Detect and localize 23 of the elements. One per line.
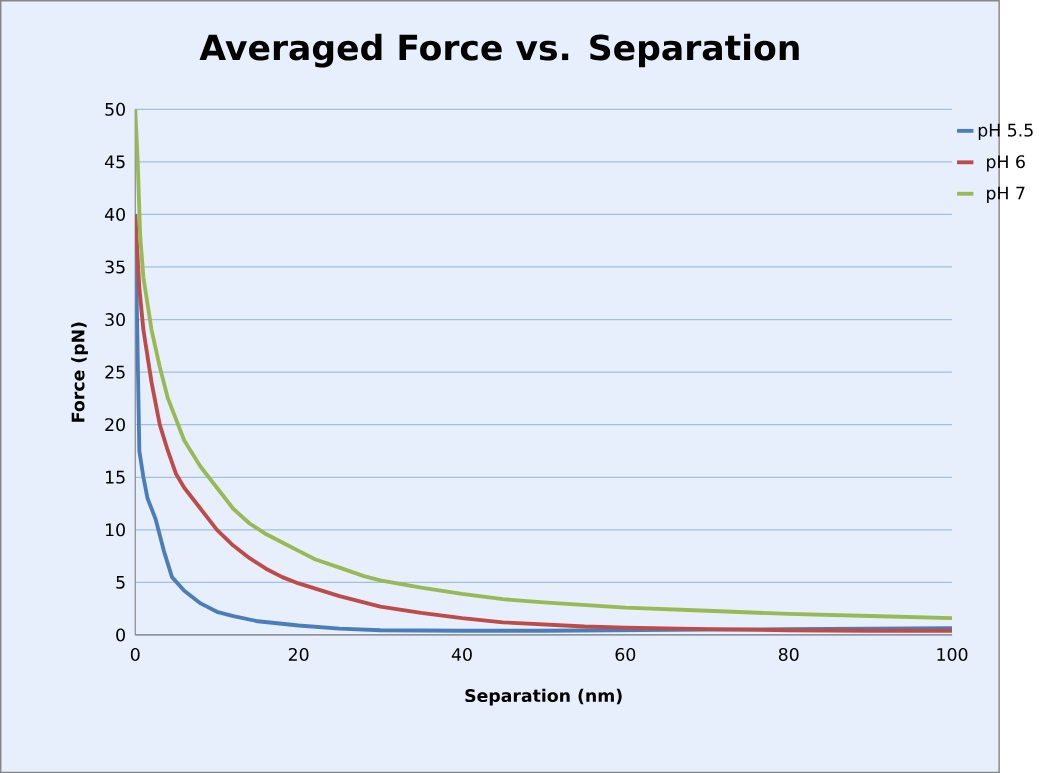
x-tick-label: 80 [778, 647, 799, 661]
y-tick-label: 30 [105, 312, 125, 327]
x-axis-title: Separation (nm) [465, 688, 622, 706]
y-tick-label: 15 [106, 470, 125, 484]
chart-title: Averaged Force vs. Separation [199, 33, 799, 68]
x-tick-label: 40 [451, 647, 472, 661]
y-tick-label: 20 [105, 418, 125, 432]
y-tick-label: 50 [105, 102, 125, 116]
x-tick-label: 100 [937, 647, 968, 661]
legend-label: pH 5.5 [978, 123, 1033, 141]
x-tick-label: 60 [615, 647, 636, 661]
x-tick-label: 0 [130, 647, 140, 661]
y-tick-label: 5 [116, 575, 125, 589]
x-tick-label: 20 [288, 647, 309, 661]
y-tick-label: 45 [104, 155, 125, 169]
y-tick-label: 25 [105, 365, 125, 379]
y-tick-label: 10 [106, 523, 125, 537]
y-tick-label: 40 [104, 207, 125, 221]
y-axis-title: Force (pN) [71, 322, 88, 422]
y-tick-label: 35 [105, 260, 125, 274]
legend-label: pH 6 [987, 155, 1025, 172]
y-tick-label: 0 [116, 628, 125, 642]
legend-label: pH 7 [987, 186, 1025, 203]
